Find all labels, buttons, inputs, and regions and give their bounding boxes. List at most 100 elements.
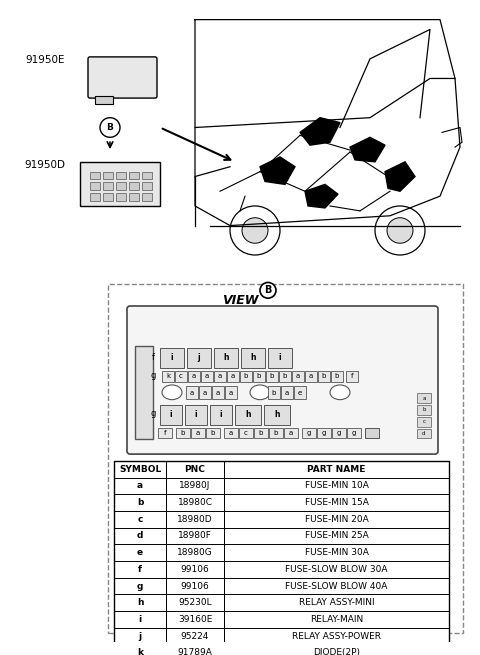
FancyBboxPatch shape (127, 306, 438, 454)
Text: c: c (179, 373, 183, 379)
Text: a: a (229, 390, 233, 396)
Text: f: f (164, 430, 166, 436)
Text: a: a (285, 390, 289, 396)
Text: g: g (150, 409, 156, 419)
Text: VIEW: VIEW (222, 294, 258, 307)
Bar (210, 405, 232, 424)
Text: a: a (422, 396, 426, 401)
Text: 18980G: 18980G (177, 548, 213, 557)
Bar (90, 193, 100, 201)
Text: a: a (289, 430, 293, 436)
Text: 91789A: 91789A (178, 648, 213, 655)
Bar (185, 405, 207, 424)
Text: b: b (257, 373, 261, 379)
Bar (332, 428, 346, 438)
Text: 18980C: 18980C (178, 498, 213, 507)
Text: b: b (211, 430, 215, 436)
Polygon shape (260, 157, 295, 185)
Text: RELAY ASSY-MINI: RELAY ASSY-MINI (299, 598, 374, 607)
Text: FUSE-MIN 25A: FUSE-MIN 25A (305, 531, 368, 540)
Text: c: c (137, 515, 143, 524)
Text: 91950D: 91950D (24, 160, 65, 170)
Bar (365, 428, 379, 438)
Text: B: B (107, 123, 113, 132)
Bar (227, 371, 239, 381)
Text: PNC: PNC (185, 465, 205, 474)
Text: B: B (264, 286, 272, 295)
Text: b: b (272, 390, 276, 396)
Text: h: h (250, 354, 256, 362)
Bar (212, 386, 224, 399)
Bar (318, 371, 330, 381)
Text: b: b (244, 373, 248, 379)
Bar (317, 428, 331, 438)
Polygon shape (305, 185, 338, 208)
Text: b: b (259, 430, 263, 436)
Circle shape (375, 206, 425, 255)
Text: g: g (352, 430, 356, 436)
Bar (346, 371, 358, 381)
Bar (108, 284, 463, 633)
Bar (162, 371, 174, 381)
Text: FUSE-SLOW BLOW 30A: FUSE-SLOW BLOW 30A (285, 565, 388, 574)
Text: FUSE-MIN 15A: FUSE-MIN 15A (305, 498, 369, 507)
Text: i: i (220, 411, 222, 419)
Text: e: e (298, 390, 302, 396)
Bar (284, 428, 298, 438)
Bar (187, 348, 211, 368)
Text: RELAY-MAIN: RELAY-MAIN (310, 615, 363, 624)
Text: a: a (190, 390, 194, 396)
Text: a: a (203, 390, 207, 396)
Text: b: b (137, 498, 143, 507)
Text: 39160E: 39160E (178, 615, 212, 624)
Bar (268, 386, 280, 399)
Text: j: j (138, 631, 142, 641)
Text: d: d (422, 431, 426, 436)
Text: a: a (231, 373, 235, 379)
Circle shape (230, 206, 280, 255)
Bar (176, 428, 190, 438)
FancyBboxPatch shape (88, 57, 157, 98)
Bar (235, 405, 261, 424)
Bar (269, 428, 283, 438)
Text: g: g (150, 371, 156, 380)
Bar (160, 348, 184, 368)
Polygon shape (350, 138, 385, 162)
Text: FUSE-MIN 10A: FUSE-MIN 10A (305, 481, 369, 491)
Bar (188, 371, 200, 381)
Text: a: a (205, 373, 209, 379)
Bar (417, 405, 431, 415)
Bar (279, 371, 291, 381)
Bar (191, 428, 205, 438)
Bar (214, 348, 238, 368)
Text: 18980F: 18980F (178, 531, 212, 540)
Text: 18980J: 18980J (180, 481, 211, 491)
Ellipse shape (250, 385, 270, 400)
Text: h: h (274, 411, 280, 419)
Bar (158, 428, 172, 438)
Text: i: i (171, 354, 173, 362)
Circle shape (260, 282, 276, 298)
Text: b: b (422, 407, 426, 413)
Text: FUSE-SLOW BLOW 40A: FUSE-SLOW BLOW 40A (285, 582, 388, 591)
Text: k: k (166, 373, 170, 379)
Bar (417, 428, 431, 438)
Bar (129, 193, 139, 201)
Bar (214, 371, 226, 381)
Text: a: a (229, 430, 233, 436)
Bar (90, 183, 100, 190)
Bar (129, 183, 139, 190)
Bar (241, 348, 265, 368)
Bar (264, 405, 290, 424)
Text: b: b (274, 430, 278, 436)
Bar (116, 172, 126, 179)
Bar (302, 428, 316, 438)
Text: k: k (137, 648, 143, 655)
Circle shape (387, 217, 413, 243)
Bar (142, 183, 152, 190)
Bar (103, 183, 113, 190)
Bar (199, 386, 211, 399)
Bar (129, 172, 139, 179)
Text: g: g (322, 430, 326, 436)
Text: a: a (216, 390, 220, 396)
